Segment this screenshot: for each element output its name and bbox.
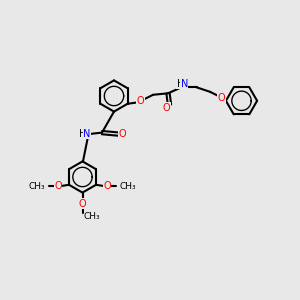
Text: O: O: [79, 199, 86, 209]
Text: N: N: [181, 79, 188, 89]
Text: O: O: [163, 103, 170, 113]
Text: CH₃: CH₃: [120, 182, 136, 191]
Text: O: O: [118, 129, 126, 139]
Text: O: O: [103, 181, 111, 191]
Text: H: H: [177, 79, 184, 89]
Text: CH₃: CH₃: [29, 182, 45, 191]
Text: CH₃: CH₃: [84, 212, 101, 221]
Text: O: O: [218, 92, 226, 103]
Text: O: O: [54, 181, 62, 191]
Text: O: O: [137, 96, 145, 106]
Text: H: H: [80, 128, 87, 139]
Text: N: N: [83, 128, 91, 139]
